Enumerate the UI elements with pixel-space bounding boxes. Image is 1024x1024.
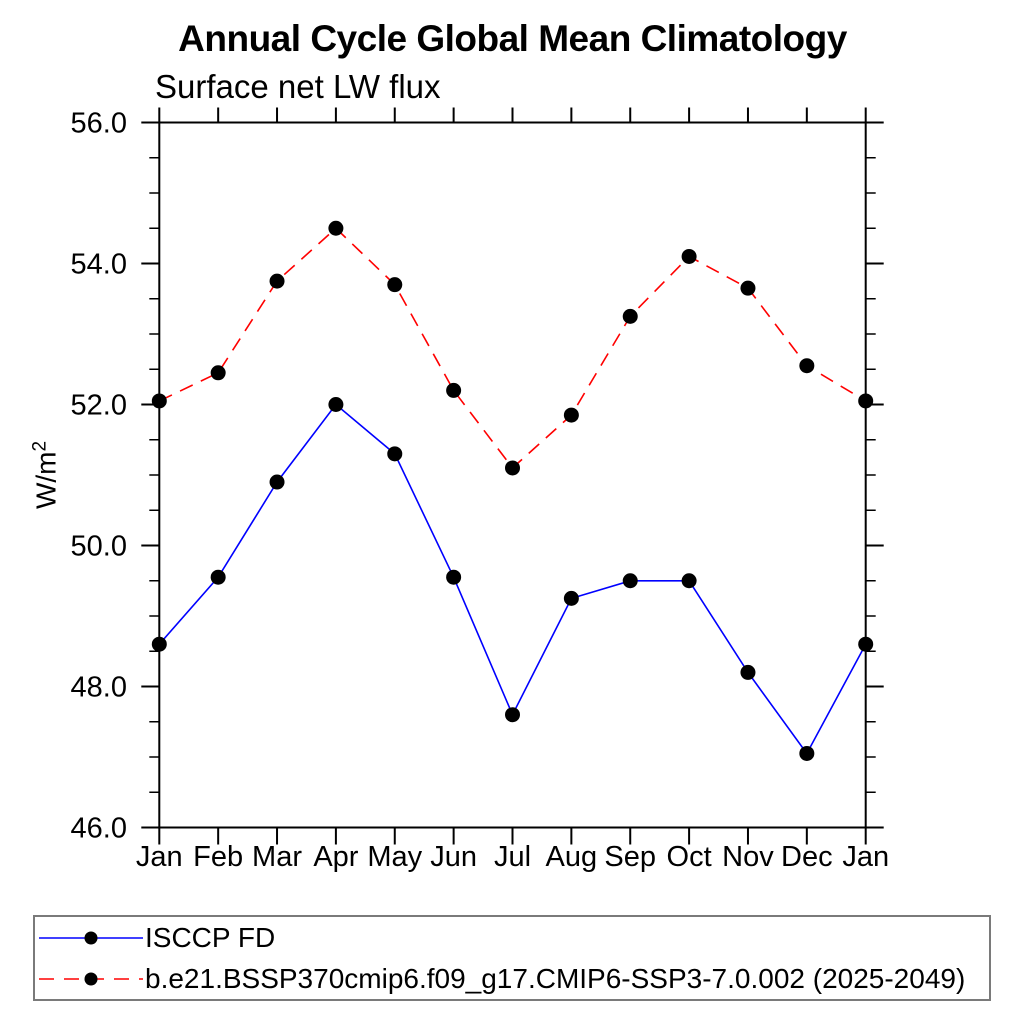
series-line-0 <box>158 403 867 756</box>
data-point <box>799 358 815 374</box>
data-point <box>563 590 579 606</box>
series-markers-0 <box>151 397 874 761</box>
data-point <box>858 636 874 652</box>
x-tick-label: Feb <box>193 841 243 873</box>
x-tick-label: Jan <box>136 841 183 873</box>
y-tick-label: 50.0 <box>71 531 127 563</box>
x-tick-label: Jan <box>842 841 889 873</box>
legend-item-observation: ISCCP FD <box>35 923 275 953</box>
data-point <box>622 573 638 589</box>
chart-title: Annual Cycle Global Mean Climatology <box>178 18 847 59</box>
data-point <box>446 569 462 585</box>
legend-label-model: b.e21.BSSP370cmip6.f09_g17.CMIP6-SSP3-7.… <box>145 963 966 994</box>
x-tick-label: Dec <box>781 841 833 873</box>
data-point <box>505 707 520 723</box>
x-tick-label: Aug <box>546 841 598 873</box>
data-point <box>387 446 403 462</box>
data-point <box>681 573 697 589</box>
x-tick-label: Oct <box>667 841 712 873</box>
legend-key-solid-line-icon <box>39 931 143 945</box>
data-point <box>269 273 285 289</box>
data-point <box>446 382 462 398</box>
data-point <box>799 745 815 761</box>
data-point <box>151 636 167 652</box>
legend-box: ISCCP FD b.e21.BSSP370cmip6.f09_g17.CMIP… <box>33 915 991 1001</box>
x-tick-label: Mar <box>252 841 302 873</box>
x-tick-label: Jul <box>494 841 531 873</box>
data-point <box>622 308 638 324</box>
data-point <box>210 365 226 381</box>
data-point <box>328 397 344 412</box>
y-tick-label: 54.0 <box>71 249 127 281</box>
x-tick-labels: Jan Feb Mar Apr May Jun Jul Aug Sep Oct Nov Dec Jan <box>136 841 889 873</box>
data-point <box>505 460 520 476</box>
x-tick-label: May <box>367 841 422 873</box>
x-tick-label: Apr <box>313 841 358 873</box>
data-point <box>269 474 285 490</box>
legend-item-model: b.e21.BSSP370cmip6.f09_g17.CMIP6-SSP3-7.… <box>35 964 965 994</box>
x-tick-label: Nov <box>722 841 774 873</box>
legend-key-marker <box>84 972 98 986</box>
y-tick-label: 48.0 <box>71 672 127 704</box>
legend-label-observation: ISCCP FD <box>145 922 276 953</box>
data-point <box>151 393 167 409</box>
data-point <box>740 664 756 680</box>
data-point <box>681 248 697 264</box>
chart-subtitle: Surface net LW flux <box>155 68 441 105</box>
legend-key-marker <box>84 931 98 945</box>
data-point <box>563 407 579 423</box>
y-tick-label: 56.0 <box>71 108 127 140</box>
data-point <box>210 569 226 585</box>
series-markers-1 <box>151 220 874 476</box>
y-tick-label: 46.0 <box>71 813 127 845</box>
x-tick-label: Jun <box>430 841 477 873</box>
data-point <box>858 393 874 409</box>
data-point <box>328 220 344 236</box>
series-line-1 <box>158 227 867 470</box>
x-tick-label: Sep <box>604 841 656 873</box>
legend-key-dashed-line-icon <box>39 972 143 986</box>
y-tick-label: 52.0 <box>71 390 127 422</box>
y-ticks <box>141 121 884 829</box>
x-ticks <box>158 107 867 845</box>
data-point <box>387 277 403 293</box>
data-point <box>740 280 756 296</box>
y-tick-labels: 46.0 48.0 50.0 52.0 54.0 56.0 <box>71 108 127 845</box>
